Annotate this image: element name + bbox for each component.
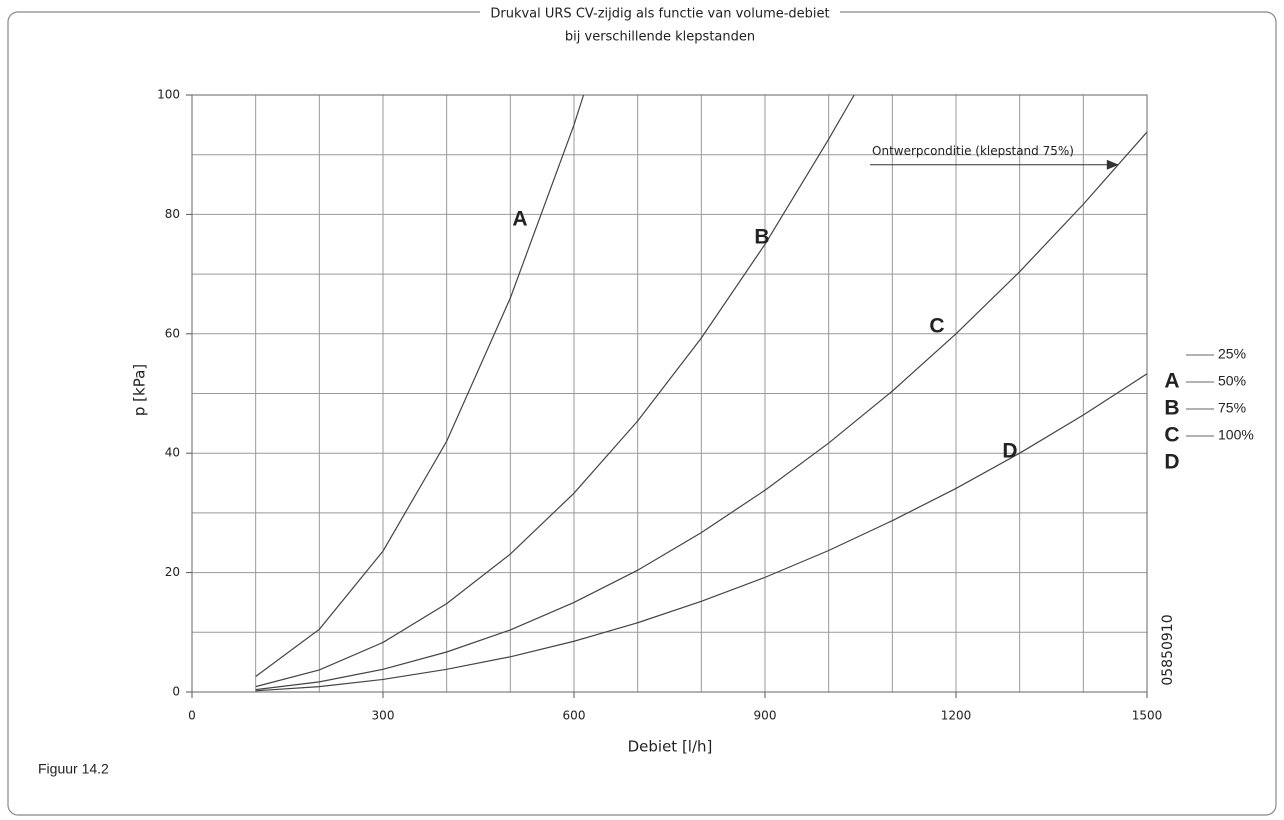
chart-subtitle: bij verschillende klepstanden bbox=[565, 30, 755, 45]
x-tick-label: 0 bbox=[188, 709, 196, 723]
curve bbox=[255, 373, 1148, 692]
y-tick-label: 80 bbox=[165, 207, 180, 221]
x-tick-label: 1500 bbox=[1132, 709, 1163, 723]
annotation: Ontwerpconditie (klepstand 75%) bbox=[872, 144, 1074, 158]
x-tick-label: 300 bbox=[372, 709, 395, 723]
curve bbox=[255, 131, 1148, 691]
arrow-head bbox=[1106, 159, 1119, 170]
x-tick-label: 900 bbox=[754, 709, 777, 723]
curve bbox=[255, 94, 585, 677]
y-tick-label: 100 bbox=[157, 88, 180, 102]
y-tick-label: 60 bbox=[165, 326, 180, 340]
curve bbox=[255, 94, 855, 688]
caption: Figuur 14.2 bbox=[38, 761, 109, 777]
plot-border bbox=[191, 94, 1148, 693]
curve-label: A bbox=[512, 208, 527, 231]
y-axis-label: p [kPa] bbox=[131, 364, 149, 416]
curve-label: B bbox=[754, 226, 769, 249]
legend-letter: A bbox=[1164, 370, 1179, 393]
legend-letter: C bbox=[1164, 424, 1179, 447]
curve-label: C bbox=[929, 315, 944, 338]
y-tick-label: 40 bbox=[165, 446, 180, 460]
curve-label: D bbox=[1002, 440, 1017, 463]
figure-code: 05850910 bbox=[1160, 614, 1176, 685]
title-bg bbox=[480, 2, 840, 24]
legend-label: 25% bbox=[1218, 346, 1246, 362]
legend-label: 50% bbox=[1218, 373, 1246, 389]
legend-label: 100% bbox=[1218, 427, 1254, 443]
legend-letter: B bbox=[1164, 397, 1179, 420]
chart-title: Drukval URS CV-zijdig als functie van vo… bbox=[490, 7, 829, 22]
x-axis-label: Debiet [l/h] bbox=[628, 738, 713, 756]
y-tick-label: 0 bbox=[172, 685, 180, 699]
y-tick-label: 20 bbox=[165, 565, 180, 579]
legend-label: 75% bbox=[1218, 400, 1246, 416]
x-tick-label: 600 bbox=[563, 709, 586, 723]
x-tick-label: 1200 bbox=[941, 709, 972, 723]
legend-letter: D bbox=[1164, 451, 1179, 474]
